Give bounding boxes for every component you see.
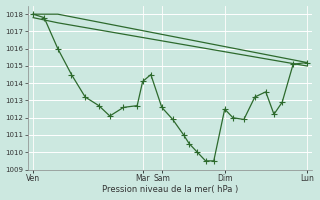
X-axis label: Pression niveau de la mer( hPa ): Pression niveau de la mer( hPa ) <box>102 185 238 194</box>
